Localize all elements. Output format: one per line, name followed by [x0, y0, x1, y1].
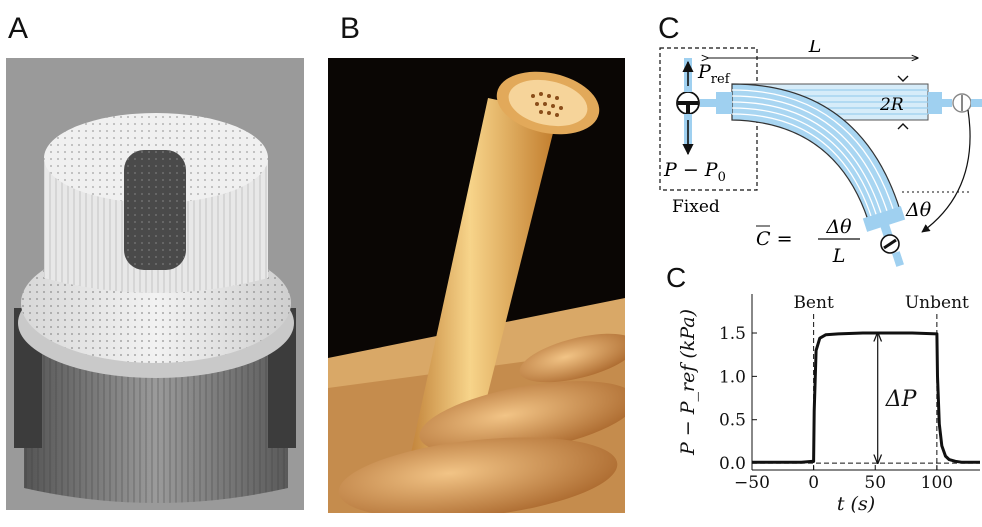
y-axis-label: P − P_ref (kPa)	[677, 309, 699, 456]
length-label: L	[808, 40, 822, 57]
x-tick-label: 0	[808, 473, 819, 493]
p-ref-label: Pref	[697, 61, 731, 87]
y-tick-label: 1.0	[719, 367, 746, 387]
pressure-time-chart: 0.0 0.5 1.0 1.5 −50 0 50 100 Bent Unbent ΔP t (s) P …	[677, 293, 980, 515]
panel-letter-a: A	[8, 12, 29, 45]
angle-label: Δθ	[905, 199, 932, 221]
y-tick-label: 1.5	[719, 324, 746, 344]
pressure-series-line	[752, 331, 980, 464]
x-tick-label: 50	[864, 473, 886, 493]
event-marker-label: Bent	[793, 293, 834, 313]
y-tick-label: 0.5	[719, 411, 746, 431]
curvature-denominator: L	[832, 245, 846, 267]
p-minus-p0-label: P − P0	[663, 159, 726, 185]
event-marker-label: Unbent	[905, 293, 969, 313]
x-tick-label: 100	[921, 473, 953, 493]
panel-letter-b: B	[340, 12, 361, 45]
wood-sample-scan	[6, 58, 304, 510]
fixed-label: Fixed	[672, 197, 720, 217]
curvature-lhs: C =	[756, 228, 793, 250]
bending-schematic: L 2R Pref P − P0 Fixed Δθ	[659, 40, 982, 267]
x-axis-label: t (s)	[837, 493, 875, 515]
diameter-label: 2R	[879, 95, 904, 115]
fiber-bundle-photo	[328, 58, 625, 513]
panel-letter-c-lower: C	[666, 262, 687, 293]
y-tick-label: 0.0	[719, 454, 746, 474]
x-tick-label: −50	[734, 473, 770, 493]
panel-letter-c: C	[658, 12, 680, 45]
bend-angle-arrow	[921, 109, 971, 233]
curvature-numerator: Δθ	[825, 216, 852, 238]
delta-p-label: ΔP	[885, 387, 918, 412]
